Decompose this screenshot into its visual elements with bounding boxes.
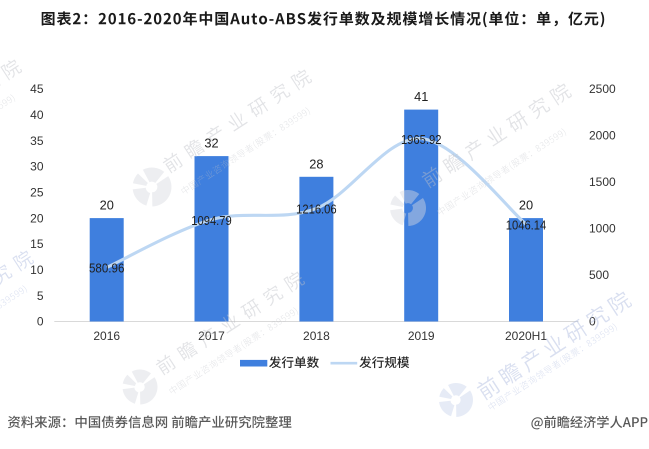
svg-text:500: 500 xyxy=(589,268,609,282)
svg-text:0: 0 xyxy=(589,315,596,329)
svg-text:10: 10 xyxy=(30,263,44,277)
svg-text:5: 5 xyxy=(37,289,44,303)
svg-text:20: 20 xyxy=(100,198,114,213)
svg-text:40: 40 xyxy=(30,108,44,122)
svg-text:32: 32 xyxy=(204,136,218,151)
svg-text:25: 25 xyxy=(30,186,44,200)
svg-text:20: 20 xyxy=(30,211,44,225)
svg-text:1000: 1000 xyxy=(589,222,616,236)
svg-text:15: 15 xyxy=(30,237,44,251)
svg-text:45: 45 xyxy=(30,82,44,96)
svg-text:580.96: 580.96 xyxy=(89,261,125,276)
svg-text:2500: 2500 xyxy=(589,82,616,96)
svg-text:1965.92: 1965.92 xyxy=(401,132,442,147)
svg-text:30: 30 xyxy=(30,160,44,174)
svg-text:2019: 2019 xyxy=(408,329,435,343)
svg-text:20: 20 xyxy=(519,198,533,213)
svg-text:2020H1: 2020H1 xyxy=(505,329,547,343)
svg-text:2016: 2016 xyxy=(93,329,120,343)
svg-text:2017: 2017 xyxy=(198,329,225,343)
svg-text:1216.06: 1216.06 xyxy=(296,202,337,217)
svg-text:41: 41 xyxy=(414,89,428,104)
svg-text:1094.79: 1094.79 xyxy=(191,213,232,228)
svg-text:0: 0 xyxy=(37,315,44,329)
svg-text:2000: 2000 xyxy=(589,129,616,143)
svg-text:35: 35 xyxy=(30,134,44,148)
svg-text:28: 28 xyxy=(309,156,323,171)
svg-text:1046.14: 1046.14 xyxy=(506,217,547,232)
svg-text:2018: 2018 xyxy=(303,329,330,343)
svg-text:1500: 1500 xyxy=(589,175,616,189)
